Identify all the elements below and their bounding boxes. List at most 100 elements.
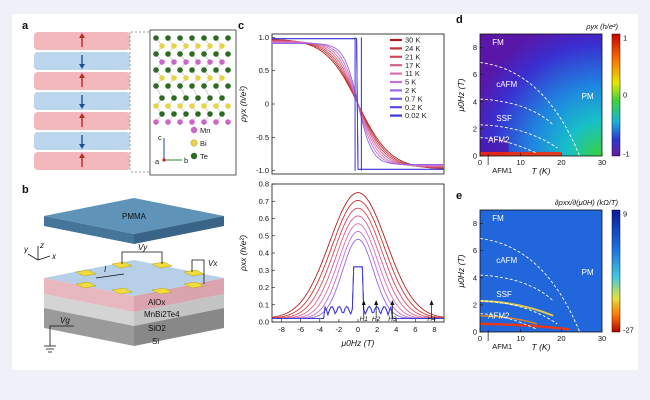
plot-frame [479, 33, 603, 157]
vx-wire [191, 259, 205, 284]
vy-wire [121, 251, 163, 264]
afm1-ridge [479, 322, 570, 331]
region-label: FM [492, 214, 504, 223]
region-label: AFM2 [488, 311, 510, 320]
critical-field-label: H3 [388, 316, 397, 323]
rho-yx-plot: 1.0 0.5 0 -0.5 -1.0 ρyx (h/e²) 30 K24 K21 K17 … [238, 33, 445, 175]
x-tick-label: -2 [336, 325, 343, 334]
atom [201, 83, 207, 89]
colorbar [611, 33, 621, 157]
z-axis-label: z [39, 241, 44, 250]
sio2-right [134, 294, 224, 326]
pmma-right [134, 216, 224, 244]
te-legend-dot [190, 152, 198, 160]
y-tick-label: 0.0 [259, 318, 269, 327]
panel-e: FM cAFM SSF AFM2 PM AFM1 0 10 20 30 0 2 4 6 8 T (K) μ0Hz… [456, 198, 634, 352]
atom [183, 43, 189, 49]
y-axis-label: y [24, 245, 29, 254]
atom [219, 59, 225, 65]
spin-up-head [79, 33, 85, 38]
vx-label: Vx [208, 259, 218, 268]
y-axis [27, 253, 39, 261]
heatmap-background [480, 34, 602, 156]
atom [207, 111, 213, 117]
atom [171, 95, 177, 101]
atom [195, 95, 201, 101]
y-tick-label: 0 [473, 328, 477, 337]
spin-up-head [79, 153, 85, 158]
atom [213, 35, 219, 41]
atom [201, 67, 207, 73]
colorbar-tick-label: 1 [623, 34, 627, 43]
legend-label: 30 K [405, 36, 420, 45]
afm2-band [480, 138, 509, 156]
x-tick-label: 10 [516, 334, 524, 343]
atom [189, 83, 195, 89]
atom [213, 51, 219, 57]
b-axis-label: b [184, 156, 188, 165]
critical-field-label: H1 [360, 316, 369, 323]
te-legend-label: Te [200, 152, 208, 161]
legend-label: 0.02 K [405, 111, 427, 120]
atom [225, 67, 231, 73]
panel-a-label: a [22, 20, 29, 32]
mbt-left [44, 278, 134, 312]
panel-d-label: d [456, 14, 463, 26]
plot-frame [479, 209, 603, 333]
y-tick-label: 4 [473, 273, 477, 282]
atom [171, 59, 177, 65]
mn-legend-dot [190, 126, 198, 134]
x-tick-label: 6 [413, 325, 417, 334]
ssf-boundary [479, 124, 558, 149]
atom [225, 119, 231, 125]
legend-label: 0.2 K [405, 103, 423, 112]
y-tick-label: 0.8 [259, 180, 269, 189]
c-axis-label: c [158, 133, 162, 142]
atom [165, 83, 171, 89]
pmma-left [44, 216, 134, 244]
atom [213, 83, 219, 89]
x-tick-label: 30 [598, 334, 606, 343]
spin-down-head [79, 104, 85, 109]
y-tick-label: -0.5 [256, 133, 269, 142]
atom [159, 59, 165, 65]
y-tick-label: 4 [473, 97, 477, 106]
x-tick-label: 2 [375, 325, 379, 334]
y-tick-label: 0.2 [259, 283, 269, 292]
atom [201, 35, 207, 41]
y-tick-label: 6 [473, 246, 477, 255]
spin-down-head [79, 64, 85, 69]
y-tick-label: 8 [473, 43, 477, 52]
region-label: cAFM [496, 80, 517, 89]
spin-stack [34, 32, 131, 172]
x-tick-label: 0 [356, 325, 360, 334]
atom [183, 95, 189, 101]
atom [213, 67, 219, 73]
y-tick-label: 0.3 [259, 266, 269, 275]
atom [165, 103, 171, 109]
y-axis-label: μ0Hz (T) [456, 254, 466, 288]
atom [201, 103, 207, 109]
atom [153, 35, 159, 41]
y-tick-label: 2 [473, 300, 477, 309]
colorbar-tick-label: -27 [623, 326, 634, 335]
vy-label: Vy [138, 243, 148, 252]
legend-label: 2 K [405, 86, 416, 95]
afm2-boundary [479, 313, 538, 330]
y-tick-label: 0.1 [259, 300, 269, 309]
gold-contacts [75, 261, 205, 295]
y-tick-label: 0.5 [259, 231, 269, 240]
atom [219, 95, 225, 101]
gate-wire [49, 325, 74, 346]
a-axis-dot [162, 158, 166, 162]
colorbar-tick-label: 9 [623, 210, 627, 219]
legend-label: 21 K [405, 52, 420, 61]
rho-xx-curve [272, 266, 444, 320]
atom [189, 35, 195, 41]
atom [225, 83, 231, 89]
x-axis-label: T (K) [532, 342, 551, 352]
atom [207, 43, 213, 49]
y-tick-label: 8 [473, 219, 477, 228]
rho-xx-frame [271, 183, 445, 323]
